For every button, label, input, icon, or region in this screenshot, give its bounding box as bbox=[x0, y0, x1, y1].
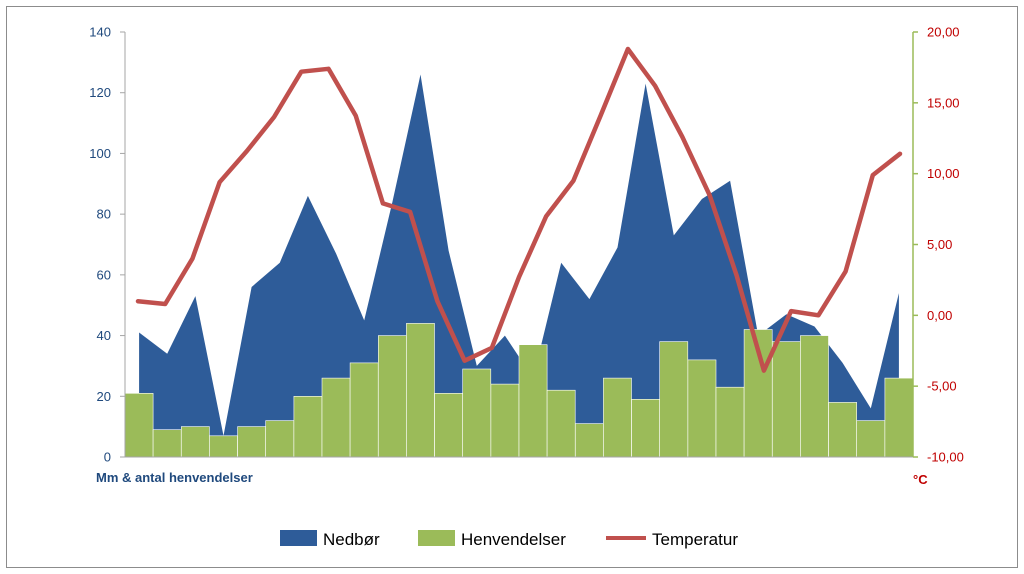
henvendelser-bar-15 bbox=[546, 389, 576, 458]
henvendelser-bar-2 bbox=[181, 426, 210, 458]
henvendelser-bar-19 bbox=[659, 341, 689, 458]
henvendelser-bar-27 bbox=[884, 377, 914, 458]
henvendelser-bar-11 bbox=[434, 392, 464, 458]
left-tick-label-1: 20 bbox=[97, 389, 111, 404]
right-tick-label-3: 5,00 bbox=[927, 237, 952, 252]
right-tick-label-1: -5,00 bbox=[927, 379, 957, 394]
axes-layer bbox=[120, 31, 918, 458]
henvendelser-bar-4 bbox=[237, 426, 267, 458]
right-tick-label-0: -10,00 bbox=[927, 450, 964, 465]
right-axis-title: °C bbox=[913, 472, 928, 487]
legend-label-temperatur: Temperatur bbox=[652, 530, 738, 549]
henvendelser-bar-16 bbox=[574, 423, 604, 458]
henvendelser-bar-21 bbox=[715, 386, 745, 458]
left-tick-label-6: 120 bbox=[89, 85, 111, 100]
henvendelser-bar-23 bbox=[771, 341, 801, 458]
right-tick-label-5: 15,00 bbox=[927, 95, 960, 110]
legend-item-henvendelser: Henvendelser bbox=[418, 530, 566, 549]
henvendelser-bar-13 bbox=[490, 383, 520, 458]
legend-item-temperatur: Temperatur bbox=[606, 530, 738, 549]
left-axis-title: Mm & antal henvendelser bbox=[96, 470, 253, 485]
legend-label-nedbor: Nedbør bbox=[323, 530, 380, 549]
henvendelser-bar-9 bbox=[377, 335, 407, 458]
legend: Nedbør Henvendelser Temperatur bbox=[280, 530, 738, 549]
henvendelser-bar-18 bbox=[631, 398, 660, 458]
henvendelser-bar-25 bbox=[828, 402, 857, 458]
left-tick-label-3: 60 bbox=[97, 267, 111, 282]
left-tick-label-2: 40 bbox=[97, 328, 111, 343]
left-tick-label-7: 140 bbox=[89, 25, 111, 40]
henvendelser-bar-7 bbox=[321, 377, 351, 458]
legend-label-henvendelser: Henvendelser bbox=[461, 530, 566, 549]
henvendelser-bar-0 bbox=[124, 392, 154, 458]
left-tick-label-5: 100 bbox=[89, 146, 111, 161]
temperatur-line bbox=[135, 46, 903, 373]
legend-swatch-nedbor bbox=[280, 530, 317, 546]
henvendelser-bar-8 bbox=[349, 362, 379, 458]
henvendelser-bar-20 bbox=[687, 359, 717, 458]
henvendelser-bar-5 bbox=[265, 420, 295, 458]
henvendelser-bar-17 bbox=[603, 377, 632, 458]
left-tick-label-4: 80 bbox=[97, 207, 111, 222]
henvendelser-bar-26 bbox=[856, 420, 886, 458]
henvendelser-bar-10 bbox=[406, 323, 435, 458]
right-tick-label-6: 20,00 bbox=[927, 25, 960, 40]
temperatur-line-layer bbox=[135, 46, 903, 373]
henvendelser-bar-24 bbox=[800, 335, 829, 458]
henvendelser-bar-12 bbox=[462, 368, 492, 458]
right-tick-label-2: 0,00 bbox=[927, 308, 952, 323]
henvendelser-bar-layer bbox=[124, 323, 914, 458]
henvendelser-bar-1 bbox=[152, 429, 182, 458]
right-tick-label-4: 10,00 bbox=[927, 166, 960, 181]
left-tick-label-0: 0 bbox=[104, 450, 111, 465]
legend-swatch-henvendelser bbox=[418, 530, 455, 546]
tick-label-layer: 0 20 40 60 80 100 120 140 -10,00 -5,00 0,00 5,00 10,… bbox=[89, 25, 964, 465]
henvendelser-bar-3 bbox=[209, 435, 238, 458]
henvendelser-bar-6 bbox=[293, 395, 323, 458]
henvendelser-bar-14 bbox=[518, 344, 548, 458]
legend-item-nedbor: Nedbør bbox=[280, 530, 380, 549]
